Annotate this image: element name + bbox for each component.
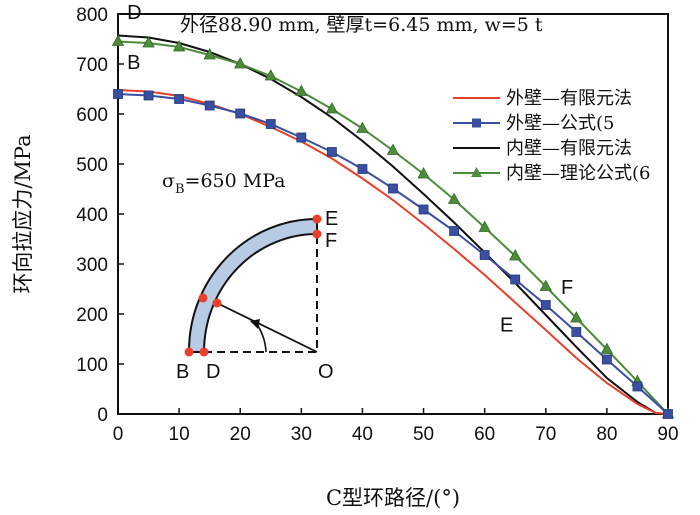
point-d bbox=[199, 347, 209, 357]
x-tick-label: 60 bbox=[474, 424, 495, 445]
data-point-square bbox=[174, 94, 185, 104]
y-tick-label: 800 bbox=[76, 5, 108, 26]
inset-label-f: F bbox=[325, 230, 337, 252]
legend-marker-square bbox=[472, 118, 481, 128]
inset-label-b: B bbox=[176, 361, 189, 383]
data-point-triangle bbox=[509, 249, 522, 261]
series-line-3 bbox=[117, 34, 669, 415]
y-tick-label: 500 bbox=[76, 155, 108, 176]
x-tick-label: 40 bbox=[352, 424, 373, 445]
y-axis-title: 环向拉应力/MPa bbox=[11, 134, 35, 293]
data-point-square bbox=[113, 89, 123, 99]
data-point-square bbox=[326, 147, 337, 157]
point-b bbox=[184, 347, 194, 357]
series-line-1 bbox=[117, 89, 669, 415]
data-point-square bbox=[388, 183, 398, 194]
point-inner-mid bbox=[212, 298, 222, 308]
data-point-square bbox=[143, 90, 154, 101]
c-ring-inset: E F B D O bbox=[176, 208, 338, 383]
data-point-triangle bbox=[570, 311, 583, 323]
y-tick-label: 0 bbox=[97, 405, 108, 426]
c-ring-section bbox=[187, 217, 318, 353]
point-f bbox=[312, 229, 322, 239]
y-tick-label: 700 bbox=[76, 55, 108, 76]
data-point-square bbox=[479, 250, 490, 260]
curve-label-d: D bbox=[127, 2, 141, 24]
inset-label-e: E bbox=[325, 208, 338, 230]
legend-label-2: 外壁—公式(5 bbox=[506, 113, 614, 134]
inset-angle-arrowhead bbox=[250, 319, 260, 329]
data-point-square bbox=[204, 100, 215, 111]
curve-label-b: B bbox=[127, 52, 140, 74]
x-tick-label: 90 bbox=[657, 424, 678, 445]
x-tick-label: 70 bbox=[535, 424, 556, 445]
series-layer bbox=[111, 34, 675, 419]
data-point-triangle bbox=[172, 40, 186, 52]
y-tick-label: 100 bbox=[76, 355, 108, 376]
x-tick-label: 80 bbox=[596, 424, 617, 445]
data-point-square bbox=[449, 226, 460, 236]
data-point-square bbox=[632, 381, 643, 392]
data-point-triangle bbox=[386, 143, 400, 155]
data-point-square bbox=[265, 119, 276, 129]
chart-title: 外径88.90 mm, 壁厚t=6.45 mm, w=5 t bbox=[180, 14, 543, 36]
inset-radius-line bbox=[216, 302, 318, 353]
point-e bbox=[312, 214, 322, 224]
curve-label-e: E bbox=[500, 315, 513, 337]
x-tick-label: 20 bbox=[230, 424, 251, 445]
sigma-annotation: σB=650 MPa bbox=[162, 170, 285, 197]
data-point-triangle bbox=[478, 220, 491, 232]
axis-ticks: 0 10 20 30 40 50 60 70 80 90 0 100 200 300 400 500 600 70… bbox=[76, 5, 678, 445]
data-point-square bbox=[510, 274, 521, 285]
data-point-triangle bbox=[325, 102, 339, 114]
x-tick-label: 10 bbox=[169, 424, 190, 445]
data-point-triangle bbox=[203, 48, 216, 60]
data-point-square bbox=[571, 327, 582, 337]
data-point-triangle bbox=[295, 84, 308, 96]
x-tick-label: 0 bbox=[113, 424, 124, 445]
data-point-triangle bbox=[264, 69, 277, 81]
data-point-triangle bbox=[234, 57, 247, 69]
data-point-square bbox=[601, 354, 612, 365]
data-point-triangle bbox=[417, 167, 430, 179]
data-point-triangle bbox=[142, 36, 155, 48]
x-tick-label: 50 bbox=[413, 424, 434, 445]
y-tick-label: 200 bbox=[76, 305, 108, 326]
data-point-square bbox=[296, 132, 307, 143]
legend-label-4: 内壁—理论公式(6 bbox=[506, 163, 650, 184]
data-point-triangle bbox=[447, 192, 461, 204]
data-point-square bbox=[663, 409, 673, 419]
point-outer-mid bbox=[198, 293, 208, 303]
legend-marker-triangle bbox=[471, 167, 482, 177]
legend-label-1: 外壁—有限元法 bbox=[506, 88, 632, 109]
inset-label-d: D bbox=[206, 361, 220, 383]
y-tick-label: 400 bbox=[76, 205, 108, 226]
data-point-triangle bbox=[111, 34, 125, 46]
legend-label-3: 内壁—有限元法 bbox=[506, 138, 632, 159]
curve-label-f: F bbox=[561, 277, 573, 299]
inset-label-o: O bbox=[318, 361, 334, 383]
y-tick-label: 300 bbox=[76, 255, 108, 276]
data-point-triangle bbox=[600, 342, 614, 354]
data-point-triangle bbox=[356, 121, 369, 133]
data-point-square bbox=[418, 204, 429, 215]
x-axis-title: C型环路径/(°) bbox=[326, 486, 460, 510]
data-point-triangle bbox=[539, 279, 552, 291]
y-tick-label: 600 bbox=[76, 105, 108, 126]
data-point-square bbox=[235, 108, 246, 119]
x-tick-label: 30 bbox=[291, 424, 312, 445]
data-point-square bbox=[540, 300, 551, 310]
data-point-square bbox=[357, 164, 368, 174]
